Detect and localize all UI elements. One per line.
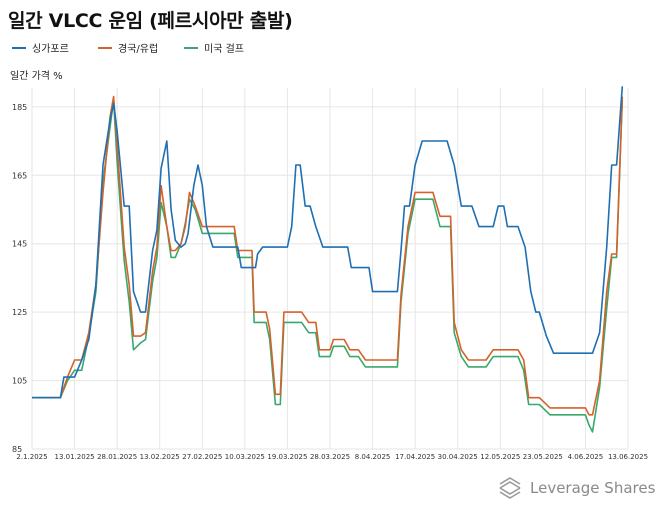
x-tick-label: 17.04.2025: [395, 453, 435, 461]
legend-label-singapore: 싱가포르: [32, 44, 69, 55]
x-tick-label: 23.05.2025: [523, 453, 563, 461]
legend-swatch-uk-europe: [98, 46, 112, 49]
x-tick-label: 10.03.2025: [225, 453, 265, 461]
y-tick-label: 185: [12, 103, 27, 112]
x-tick-label: 27.02.2025: [182, 453, 222, 461]
legend-item-uk-europe: 경국/유럽: [98, 40, 184, 55]
y-tick-labels: 85 105 125 145 165 185: [12, 103, 27, 454]
series-line-us-gulf: [32, 99, 624, 433]
x-tick-label: 19.03.2025: [267, 453, 307, 461]
x-tick-label: 13.01.2025: [55, 453, 95, 461]
legend-label-uk-europe: 경국/유럽: [118, 44, 159, 55]
y-tick-label: 105: [12, 377, 27, 386]
series-lines: [32, 86, 624, 433]
x-tick-label: 28.03.2025: [310, 453, 350, 461]
legend-label-us-gulf: 미국 걸프: [204, 44, 244, 55]
leverage-shares-icon: [499, 477, 521, 499]
legend-item-singapore: 싱가포르: [12, 40, 98, 55]
y-tick-label: 165: [12, 171, 27, 180]
x-tick-label: 4.06.2025: [568, 453, 604, 461]
x-tick-label: 12.05.2025: [480, 453, 520, 461]
x-tick-label: 13.02.2025: [140, 453, 180, 461]
brand-logo: Leverage Shares: [496, 474, 655, 502]
x-tick-label: 2.1.2025: [16, 453, 47, 461]
y-tick-label: 85: [12, 445, 22, 454]
legend: 싱가포르 경국/유럽 미국 걸프: [12, 40, 270, 55]
brand-name: Leverage Shares: [530, 479, 656, 497]
legend-swatch-singapore: [12, 46, 26, 49]
chart-title: 일간 VLCC 운임 (페르시아만 출발): [8, 10, 293, 32]
y-axis-label: 일간 가격 %: [10, 71, 63, 82]
x-tick-label: 28.01.2025: [97, 453, 137, 461]
x-tick-label: 13.06.2025: [608, 453, 648, 461]
y-tick-label: 125: [12, 308, 27, 317]
series-line-uk-europe: [32, 95, 624, 416]
x-tick-labels: 2.1.2025 13.01.2025 28.01.2025 13.02.2025 27…: [16, 453, 648, 461]
series-line-singapore: [32, 86, 624, 399]
x-tick-label: 30.04.2025: [438, 453, 478, 461]
legend-swatch-us-gulf: [184, 46, 198, 49]
legend-item-us-gulf: 미국 걸프: [184, 40, 270, 55]
x-tick-label: 8.04.2025: [355, 453, 391, 461]
y-tick-label: 145: [12, 240, 27, 249]
grid-lines: [31, 88, 629, 450]
